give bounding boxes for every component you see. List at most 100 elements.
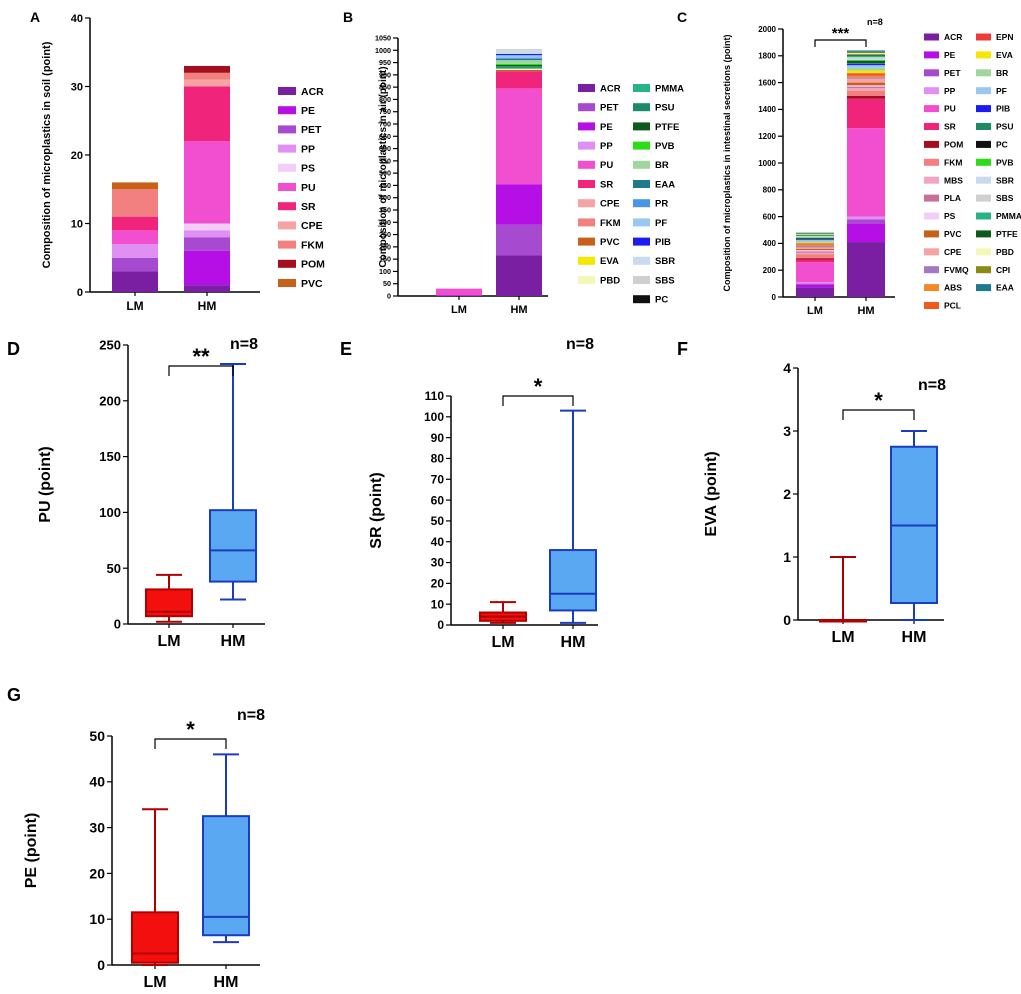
y-tick-label: 250 <box>379 230 391 239</box>
y-tick-label: 400 <box>763 239 777 248</box>
bar-segment-cpi <box>796 233 834 235</box>
legend-label: PE <box>301 105 315 117</box>
legend-label: PF <box>655 218 667 229</box>
legend-item: BR <box>633 160 669 171</box>
legend-swatch <box>633 256 650 265</box>
legend-item: PP <box>924 86 956 96</box>
legend-swatch <box>633 276 650 284</box>
legend-item: PMMA <box>976 211 1021 221</box>
y-tick-label: 650 <box>379 132 391 141</box>
bar-segment-acr <box>184 285 230 292</box>
significance-stars: * <box>186 717 195 742</box>
legend-label: EAA <box>996 283 1014 293</box>
bar-segment-acr <box>112 271 158 292</box>
legend-swatch <box>976 266 991 274</box>
significance-bracket: * <box>842 388 915 420</box>
legend-swatch <box>633 84 650 92</box>
legend-item: EAA <box>633 179 675 190</box>
box-hm <box>209 362 257 601</box>
legend-item: SBS <box>976 193 1014 203</box>
bar-segment-cpe <box>796 247 834 249</box>
y-tick-label: 500 <box>379 169 391 178</box>
legend-item: PSU <box>633 103 675 114</box>
bar-segment-pib <box>496 53 542 56</box>
legend-item: PS <box>278 163 315 175</box>
legend-swatch <box>976 158 991 166</box>
significance-stars: * <box>534 374 543 399</box>
legend-label: PMMA <box>655 83 684 94</box>
legend-item: PC <box>976 139 1008 149</box>
y-tick-label: 20 <box>71 150 83 162</box>
bar-segment-pe <box>496 184 542 225</box>
bar-segment-pp <box>847 216 885 220</box>
y-tick-label: 100 <box>99 505 121 520</box>
legend-item: PVB <box>633 141 675 152</box>
y-tick-label: 20 <box>89 865 105 881</box>
legend-label: POM <box>944 139 963 149</box>
legend-item: PE <box>278 105 315 117</box>
bar-segment-eva <box>796 242 834 244</box>
bar-segment-pu <box>184 141 230 224</box>
legend-item: PET <box>278 124 322 136</box>
legend-swatch <box>924 230 939 238</box>
x-tick-label: HM <box>214 974 239 991</box>
bar-segment-epn <box>847 73 885 75</box>
legend-label: SR <box>600 179 613 190</box>
legend-label: PBD <box>600 275 620 286</box>
bar-segment-pcl <box>847 74 885 76</box>
panel-letter: A <box>30 9 40 25</box>
y-tick-label: 1000 <box>375 46 391 55</box>
bar-segment-eaa <box>847 50 885 52</box>
legend-item: PF <box>976 86 1007 96</box>
legend-item: PP <box>278 143 315 155</box>
legend-swatch <box>924 105 939 113</box>
y-tick-label: 0 <box>77 287 83 299</box>
legend-label: PU <box>944 104 956 114</box>
legend-label: PE <box>600 122 613 133</box>
legend-item: EVA <box>578 256 619 267</box>
y-tick-label: 100 <box>424 410 444 424</box>
y-axis: 0 10 20 30 40 <box>71 13 91 299</box>
panel-f: F 0 1 2 3 4 LM HM EVA (point) * n=8 <box>677 339 946 646</box>
legend-swatch <box>924 266 939 274</box>
legend-item: ACR <box>278 86 324 98</box>
legend-label: PF <box>996 86 1007 96</box>
legend-label: PSU <box>655 103 675 114</box>
y-tick-label: 850 <box>379 83 391 92</box>
bracket-line <box>154 738 227 749</box>
bar-segment-ps <box>847 85 885 87</box>
bar-segment-pu <box>496 88 542 185</box>
legend-swatch <box>633 237 650 246</box>
legend-swatch <box>924 176 939 184</box>
bar-segment-eva <box>847 70 885 74</box>
legend-item: PVC <box>278 278 323 290</box>
legend-swatch <box>578 122 595 131</box>
bar-segment-ps <box>184 223 230 231</box>
significance-bracket: * <box>502 374 574 406</box>
y-tick-label: 600 <box>763 212 777 221</box>
legend-item: PE <box>924 50 956 60</box>
legend-item: PS <box>924 211 956 221</box>
y-axis: 0 10 20 30 40 50 <box>89 728 113 973</box>
box-lm <box>131 808 179 966</box>
legend-item: PLA <box>924 193 961 203</box>
bar-segment-pe <box>184 250 230 286</box>
x-tick-label: HM <box>221 633 246 650</box>
legend-label: CPE <box>944 247 962 257</box>
box-iqr <box>131 911 179 964</box>
bar-segment-br <box>496 60 542 64</box>
y-tick-label: 0 <box>772 293 777 302</box>
y-axis: 0 50 100 150 200 250 300 350 400 450 500 550 600 650 7… <box>375 34 399 301</box>
legend-item: PBD <box>578 275 620 286</box>
bar-segment-pbd <box>496 68 542 70</box>
bar-segment-pla <box>796 251 834 253</box>
x-axis: LM HM <box>128 623 265 650</box>
y-tick-label: 40 <box>71 13 83 25</box>
bar-segment-pvb <box>847 59 885 62</box>
legend-item: PTFE <box>633 122 679 133</box>
y-axis-label: Composition of microplastics in soil (po… <box>41 41 53 268</box>
panel-a: A 0 10 20 30 40 LM HM Composition of microplasti… <box>30 9 325 313</box>
bar-segment-psu <box>496 66 542 68</box>
bar-segment-pf <box>496 55 542 58</box>
bar-segment-pbd <box>796 234 834 235</box>
